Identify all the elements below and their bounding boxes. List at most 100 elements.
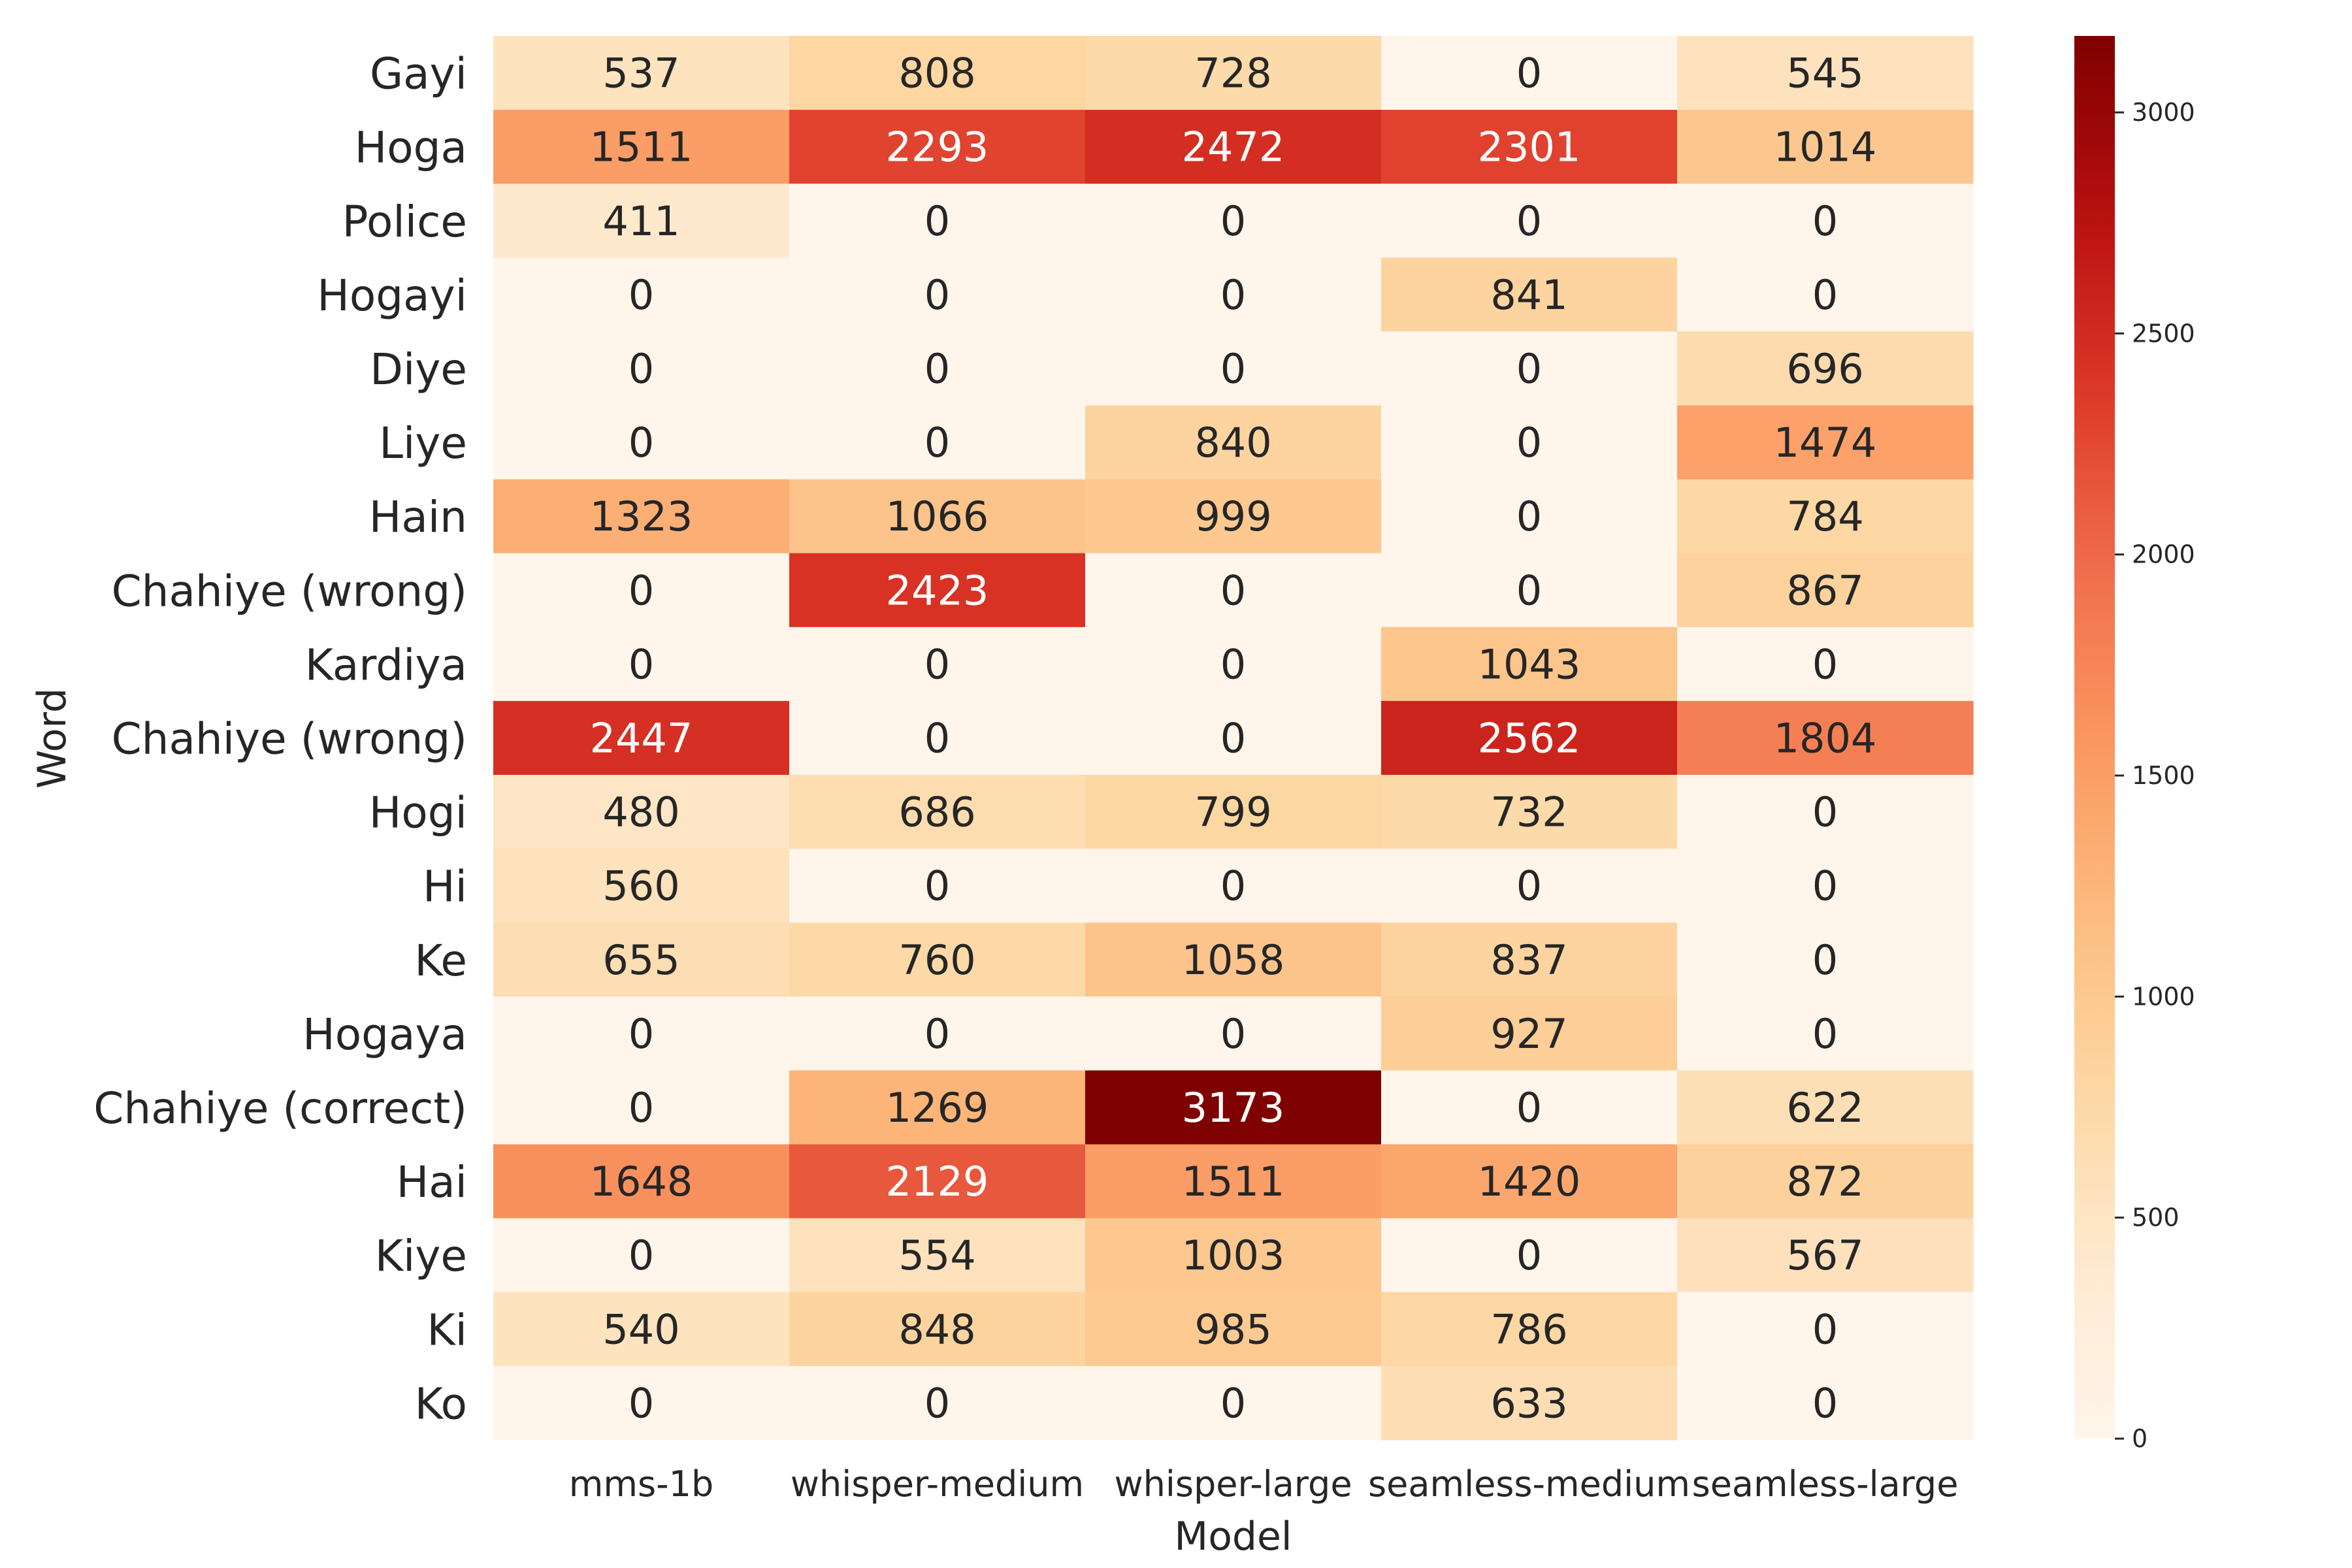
cell-value-label: 0: [1812, 936, 1838, 984]
heatmap-cell: [1677, 923, 1974, 997]
heatmap-cell: [1381, 627, 1678, 702]
heatmap-cell: [1677, 479, 1974, 554]
cell-value-label: 0: [924, 345, 950, 393]
cell-value-labels: 537 808 728 0 545 1511 2293 2472 2301 1014 411 0 0 0 0…: [590, 50, 1877, 1428]
row-label: Chahiye (wrong): [112, 566, 467, 616]
cell-value-label: 686: [898, 789, 975, 836]
heatmap-cell: [1085, 627, 1382, 702]
row-label: Ko: [415, 1379, 467, 1429]
row-label: Hogayi: [317, 270, 467, 321]
heatmap-cell: [493, 36, 790, 110]
heatmap-cell: [1381, 331, 1678, 406]
heatmap-cell: [1677, 1292, 1974, 1367]
heatmap-cell: [493, 331, 790, 406]
cell-value-label: 1003: [1182, 1232, 1285, 1279]
row-label: Police: [342, 197, 467, 247]
cell-value-label: 633: [1490, 1379, 1567, 1427]
colorbar-tick-label: 2000: [2132, 540, 2195, 569]
cell-value-label: 1511: [590, 123, 693, 171]
cell-value-label: 728: [1194, 50, 1271, 97]
cell-value-label: 1058: [1182, 936, 1285, 984]
cell-value-label: 0: [1220, 640, 1246, 688]
heatmap-cell: [1381, 553, 1678, 628]
heatmap-cell: [789, 405, 1086, 480]
heatmap-cell: [1085, 257, 1382, 332]
heatmap-cell: [1381, 996, 1678, 1071]
cell-value-label: 1474: [1774, 419, 1877, 466]
cell-value-label: 2562: [1478, 714, 1581, 762]
cell-value-label: 554: [898, 1232, 975, 1279]
row-label: Hain: [369, 492, 467, 542]
heatmap-cell: [1677, 1144, 1974, 1219]
cell-value-label: 0: [1516, 419, 1542, 466]
heatmap-cell: [1677, 405, 1974, 480]
colorbar-tick-label: 1500: [2132, 761, 2195, 790]
cell-value-label: 560: [602, 862, 679, 910]
heatmap-cell: [789, 700, 1086, 776]
cell-value-label: 0: [1220, 1379, 1246, 1427]
cell-value-label: 0: [1516, 1232, 1542, 1279]
row-label: Hogaya: [302, 1009, 467, 1060]
cell-value-label: 0: [1220, 714, 1246, 762]
heatmap-cell: [1381, 775, 1678, 849]
cell-value-label: 0: [629, 271, 654, 319]
heatmap-cell: [789, 110, 1086, 184]
row-label: Hai: [397, 1157, 467, 1207]
cell-value-label: 0: [1220, 345, 1246, 393]
heatmap-cell: [1381, 1292, 1678, 1367]
heatmap-cell: [789, 479, 1086, 554]
heatmap-cell: [493, 627, 790, 702]
cell-value-label: 0: [924, 271, 950, 319]
column-label: seamless-large: [1692, 1463, 1959, 1505]
cell-value-label: 0: [1812, 1010, 1838, 1058]
heatmap-cell: [1085, 700, 1382, 776]
heatmap-cell: [789, 1218, 1086, 1293]
cell-value-label: 1648: [590, 1158, 693, 1205]
heatmap-cell: [493, 184, 790, 258]
cell-value-label: 1043: [1478, 640, 1581, 688]
heatmap-cell: [1085, 1144, 1382, 1219]
cell-value-label: 0: [1220, 197, 1246, 245]
heatmap-cell: [493, 849, 790, 923]
heatmap-cell: [1677, 331, 1974, 406]
cell-value-label: 999: [1194, 493, 1271, 540]
heatmap-cell: [1085, 331, 1382, 406]
heatmap-cell: [789, 627, 1086, 702]
column-label: seamless-medium: [1368, 1463, 1690, 1505]
heatmap-cell: [1381, 184, 1678, 258]
heatmap-cell: [1677, 110, 1974, 184]
heatmap-cell: [1677, 1070, 1974, 1145]
row-label: Hi: [423, 862, 467, 912]
heatmap-cell: [1677, 627, 1974, 702]
cell-value-label: 696: [1786, 345, 1863, 393]
heatmap-cell: [1381, 36, 1678, 110]
cell-value-label: 0: [629, 566, 654, 614]
cell-value-label: 0: [924, 1379, 950, 1427]
cell-value-label: 760: [898, 936, 975, 984]
cell-value-label: 545: [1786, 50, 1863, 97]
heatmap-cell: [1085, 1070, 1382, 1145]
heatmap-cell: [1085, 1218, 1382, 1293]
cell-value-label: 927: [1490, 1010, 1567, 1058]
heatmap-cell: [1085, 553, 1382, 628]
heatmap-cell: [493, 1218, 790, 1293]
cell-value-label: 0: [1220, 1010, 1246, 1058]
heatmap-cell: [789, 36, 1086, 110]
cell-value-label: 841: [1490, 271, 1567, 319]
cell-value-label: 0: [1516, 50, 1542, 97]
cell-value-label: 2293: [886, 123, 989, 171]
heatmap-cell: [1085, 1292, 1382, 1367]
heatmap-cell: [1381, 405, 1678, 480]
colorbar-tick-label: 500: [2132, 1203, 2180, 1232]
column-label: whisper-medium: [791, 1463, 1084, 1505]
y-axis-title: Word: [29, 688, 75, 789]
heatmap-cell: [1085, 849, 1382, 923]
cell-value-label: 0: [1812, 271, 1838, 319]
column-label: mms-1b: [569, 1463, 713, 1505]
cell-value-label: 840: [1194, 419, 1271, 466]
heatmap-cell: [1381, 257, 1678, 332]
heatmap-cell: [1381, 923, 1678, 997]
cell-value-label: 0: [629, 1232, 654, 1279]
colorbar-gradient: [2074, 36, 2115, 1439]
cell-value-label: 0: [1812, 789, 1838, 836]
